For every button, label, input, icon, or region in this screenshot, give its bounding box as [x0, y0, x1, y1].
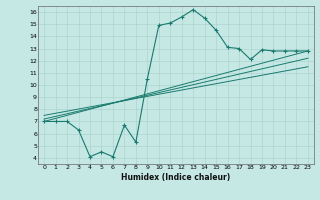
- X-axis label: Humidex (Indice chaleur): Humidex (Indice chaleur): [121, 173, 231, 182]
